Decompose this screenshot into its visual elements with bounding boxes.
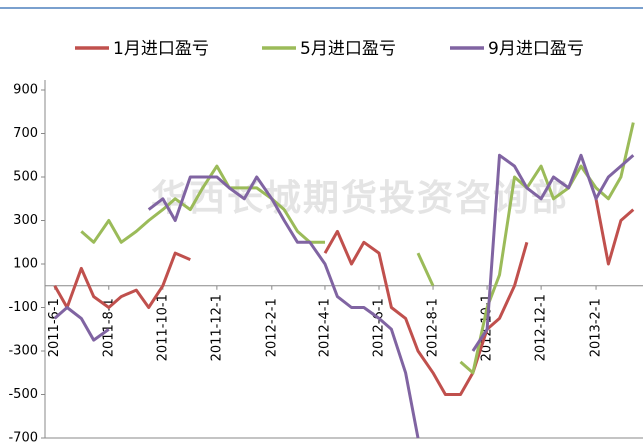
- x-tick-label: 2012-4-1: [317, 298, 332, 357]
- x-tick-label: 2012-2-1: [264, 298, 279, 357]
- x-tick-label: 2012-6-1: [371, 298, 386, 357]
- y-tick-label: 300: [13, 213, 38, 228]
- x-tick-label: 2011-8-1: [101, 298, 116, 357]
- y-tick-label: 500: [13, 170, 38, 185]
- x-tick-label: 2011-12-1: [209, 294, 224, 361]
- y-tick-label: 100: [13, 257, 38, 272]
- x-tick-label: 2012-8-1: [426, 298, 441, 357]
- x-tick-label: 2011-6-1: [47, 298, 62, 357]
- y-tick-label: -100: [8, 300, 38, 315]
- watermark: 华西长城期货投资咨询部: [151, 178, 569, 219]
- y-tick-label: -500: [8, 387, 38, 402]
- x-tick-label: 2012-12-1: [534, 294, 549, 361]
- x-tick-label: 2011-10-1: [155, 294, 170, 361]
- legend-label: 5月进口盈亏: [300, 39, 396, 59]
- y-tick-label: 900: [13, 83, 38, 98]
- y-tick-label: 700: [13, 126, 38, 141]
- y-tick-label: -700: [8, 431, 38, 445]
- series-line: [53, 153, 635, 439]
- y-tick-label: -300: [8, 344, 38, 359]
- legend-label: 1月进口盈亏: [113, 39, 209, 59]
- series-line: [53, 198, 635, 396]
- x-tick-label: 2013-2-1: [589, 298, 604, 357]
- legend-label: 9月进口盈亏: [488, 39, 584, 59]
